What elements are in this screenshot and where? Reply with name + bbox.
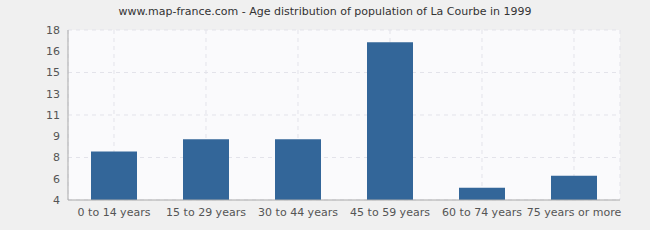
svg-text:60 to 74 years: 60 to 74 years [442, 206, 522, 219]
svg-text:30 to 44 years: 30 to 44 years [258, 206, 338, 219]
svg-text:11: 11 [46, 109, 60, 122]
svg-text:4: 4 [53, 194, 60, 207]
html-text:www.map-france.com - Age distr: www.map-france.com - Age distribution of… [118, 5, 532, 18]
svg-text:18: 18 [46, 24, 60, 37]
svg-text:75 years or more: 75 years or more [527, 206, 622, 219]
svg-text:15 to 29 years: 15 to 29 years [166, 206, 246, 219]
svg-text:8: 8 [53, 151, 60, 164]
svg-text:16: 16 [46, 45, 60, 58]
svg-text:15: 15 [46, 66, 60, 79]
svg-text:45 to 59 years: 45 to 59 years [350, 206, 430, 219]
svg-text:0 to 14 years: 0 to 14 years [78, 206, 151, 219]
svg-text:13: 13 [46, 88, 60, 101]
svg-text:9: 9 [53, 130, 60, 143]
svg-text:6: 6 [53, 173, 60, 186]
